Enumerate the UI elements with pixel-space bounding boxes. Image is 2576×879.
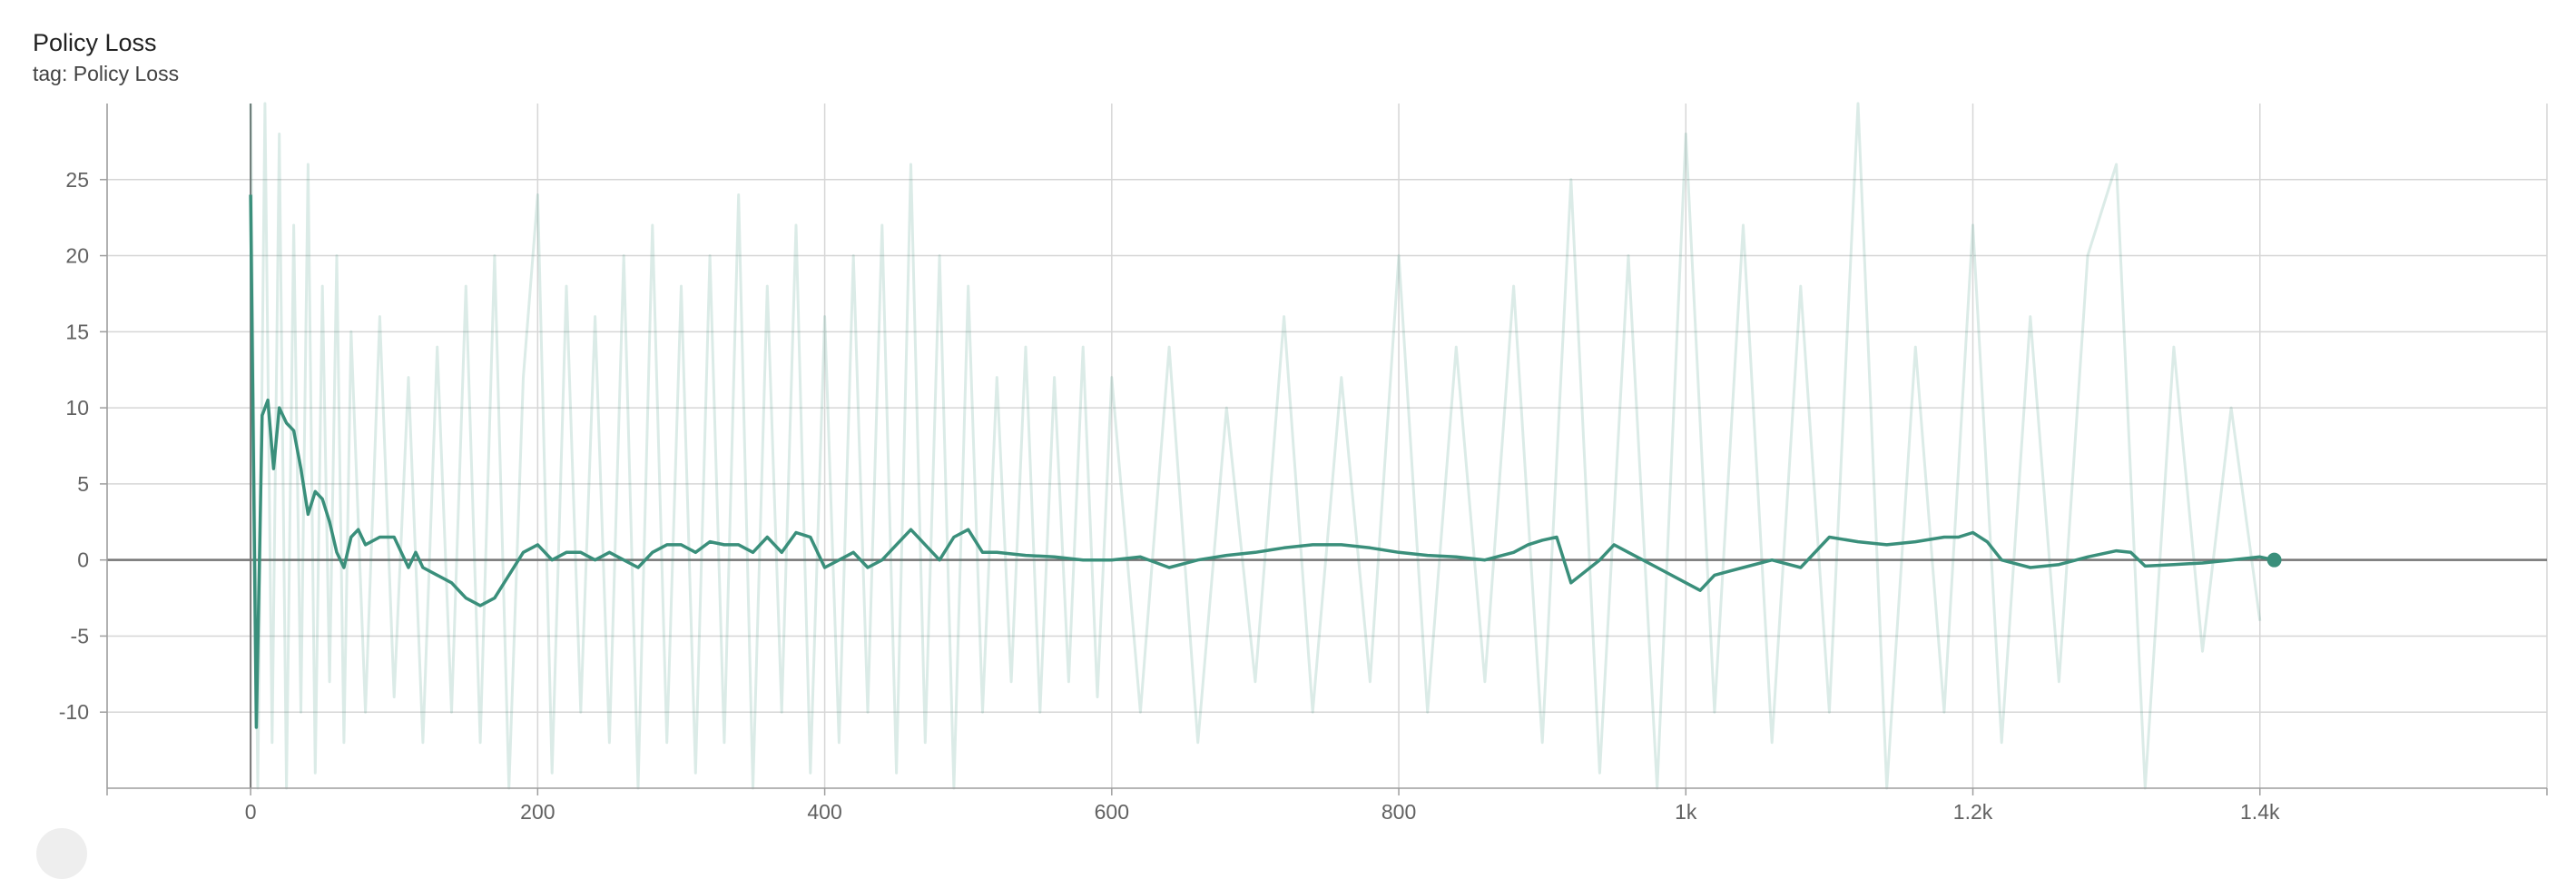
tick-labels: 0 200 400 600 800 1k 1.2k 1.4k 25 20 15 10 5 0 -5 -10 [59,168,2280,824]
last-value-marker [2266,552,2282,568]
x-tick-label: 1k [1675,800,1697,824]
x-tick-label: 1.4k [2240,800,2280,824]
y-tick-label: -5 [71,624,89,647]
smoothed-series [249,194,2282,729]
y-tick-label: 10 [65,396,89,420]
raw-series [249,102,2262,790]
y-tick-label: 20 [65,244,89,268]
smoothed-series-line [249,194,2275,729]
x-tick-label: 200 [520,800,555,824]
x-tick-label: 800 [1381,800,1416,824]
raw-series-line [249,102,2262,790]
y-tick-label: 5 [77,472,89,496]
x-tick-label: 1.2k [1953,800,1993,824]
x-tick-label: 0 [245,800,257,824]
x-tick-label: 600 [1095,800,1129,824]
line-chart[interactable]: 0 200 400 600 800 1k 1.2k 1.4k 25 20 15 10 5 0 -5 -10 [0,0,2576,835]
axes [100,104,2548,795]
y-tick-label: 15 [65,320,89,343]
chart-title: Policy Loss [33,29,157,56]
grid-lines [106,104,2548,788]
settings-toggle-icon[interactable] [36,828,87,879]
y-tick-label: 0 [77,548,89,572]
y-tick-label: -10 [59,700,89,724]
y-tick-label: 25 [65,168,89,192]
x-tick-label: 400 [807,800,841,824]
chart-subtitle: tag: Policy Loss [33,62,180,85]
